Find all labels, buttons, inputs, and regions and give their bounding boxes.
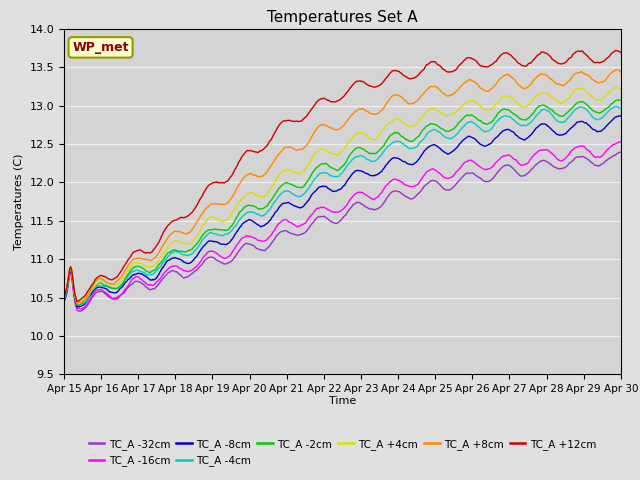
TC_A +12cm (204, 183, 212, 189)
TC_A -32cm (204, 255, 212, 261)
TC_A +4cm (433, 107, 440, 113)
TC_A -16cm (77, 306, 84, 312)
TC_A +4cm (612, 84, 620, 90)
TC_A +4cm (480, 107, 488, 112)
Legend: TC_A -32cm, TC_A -16cm, TC_A -8cm, TC_A -4cm, TC_A -2cm, TC_A +4cm, TC_A +8cm, T: TC_A -32cm, TC_A -16cm, TC_A -8cm, TC_A … (84, 435, 600, 470)
TC_A -32cm (480, 178, 488, 184)
TC_A -16cm (433, 168, 440, 174)
TC_A -8cm (60, 296, 68, 301)
TC_A +8cm (617, 69, 625, 75)
TC_A +12cm (159, 229, 167, 235)
Line: TC_A +4cm: TC_A +4cm (64, 87, 621, 303)
TC_A -4cm (75, 302, 83, 308)
TC_A -16cm (60, 296, 68, 302)
TC_A -16cm (617, 139, 625, 144)
TC_A -2cm (480, 120, 488, 126)
TC_A -32cm (159, 275, 167, 281)
TC_A -16cm (313, 205, 321, 211)
TC_A -2cm (616, 97, 624, 103)
TC_A -4cm (617, 106, 625, 112)
TC_A +8cm (313, 125, 321, 131)
TC_A +4cm (60, 291, 68, 297)
TC_A +12cm (313, 99, 321, 105)
TC_A +12cm (480, 64, 488, 70)
TC_A -16cm (480, 167, 488, 172)
TC_A -32cm (60, 296, 68, 302)
TC_A -4cm (204, 231, 212, 237)
TC_A -8cm (74, 304, 82, 310)
TC_A -2cm (74, 302, 82, 308)
TC_A -4cm (60, 295, 68, 301)
TC_A +8cm (159, 242, 167, 248)
TC_A +12cm (389, 68, 397, 74)
TC_A +8cm (60, 291, 68, 297)
TC_A -8cm (480, 143, 488, 149)
TC_A -2cm (204, 228, 212, 233)
TC_A +8cm (433, 84, 440, 90)
TC_A +4cm (617, 86, 625, 92)
Line: TC_A -16cm: TC_A -16cm (64, 142, 621, 309)
TC_A +8cm (73, 300, 81, 305)
Line: TC_A -32cm: TC_A -32cm (64, 152, 621, 311)
TC_A -32cm (617, 149, 625, 155)
TC_A -2cm (60, 293, 68, 299)
Line: TC_A -8cm: TC_A -8cm (64, 116, 621, 307)
TC_A -16cm (204, 249, 212, 255)
TC_A +4cm (389, 118, 397, 124)
TC_A +8cm (480, 87, 488, 93)
TC_A -4cm (313, 174, 321, 180)
TC_A -4cm (611, 104, 619, 109)
TC_A -4cm (480, 129, 488, 134)
TC_A -4cm (159, 259, 167, 265)
TC_A +8cm (612, 67, 620, 72)
TC_A -4cm (433, 128, 440, 133)
TC_A +12cm (612, 48, 620, 53)
TC_A +4cm (313, 149, 321, 155)
TC_A +12cm (433, 60, 440, 66)
TC_A -8cm (313, 186, 321, 192)
TC_A +4cm (75, 300, 83, 306)
TC_A -2cm (617, 97, 625, 103)
TC_A -2cm (389, 131, 397, 137)
TC_A -2cm (433, 122, 440, 128)
TC_A -2cm (159, 256, 167, 262)
TC_A +4cm (159, 251, 167, 256)
TC_A -8cm (204, 239, 212, 245)
TC_A -32cm (75, 308, 83, 314)
Line: TC_A +8cm: TC_A +8cm (64, 70, 621, 302)
TC_A +12cm (60, 292, 68, 298)
TC_A -32cm (389, 189, 397, 194)
TC_A -8cm (389, 155, 397, 161)
Title: Temperatures Set A: Temperatures Set A (267, 10, 418, 25)
TC_A -2cm (313, 165, 321, 170)
TC_A +8cm (204, 204, 212, 210)
Text: WP_met: WP_met (72, 41, 129, 54)
TC_A +12cm (617, 50, 625, 56)
Y-axis label: Temperatures (C): Temperatures (C) (14, 153, 24, 250)
TC_A -32cm (433, 179, 440, 185)
TC_A +12cm (73, 299, 81, 304)
Line: TC_A -4cm: TC_A -4cm (64, 107, 621, 305)
TC_A -8cm (616, 113, 624, 119)
Line: TC_A -2cm: TC_A -2cm (64, 100, 621, 305)
Line: TC_A +12cm: TC_A +12cm (64, 50, 621, 301)
TC_A +8cm (389, 93, 397, 98)
TC_A -16cm (159, 271, 167, 276)
TC_A -8cm (433, 143, 440, 149)
TC_A -8cm (159, 264, 167, 270)
X-axis label: Time: Time (329, 396, 356, 406)
TC_A -4cm (389, 139, 397, 145)
TC_A -32cm (313, 215, 321, 221)
TC_A -16cm (389, 177, 397, 182)
TC_A -8cm (617, 113, 625, 119)
TC_A +4cm (204, 216, 212, 222)
